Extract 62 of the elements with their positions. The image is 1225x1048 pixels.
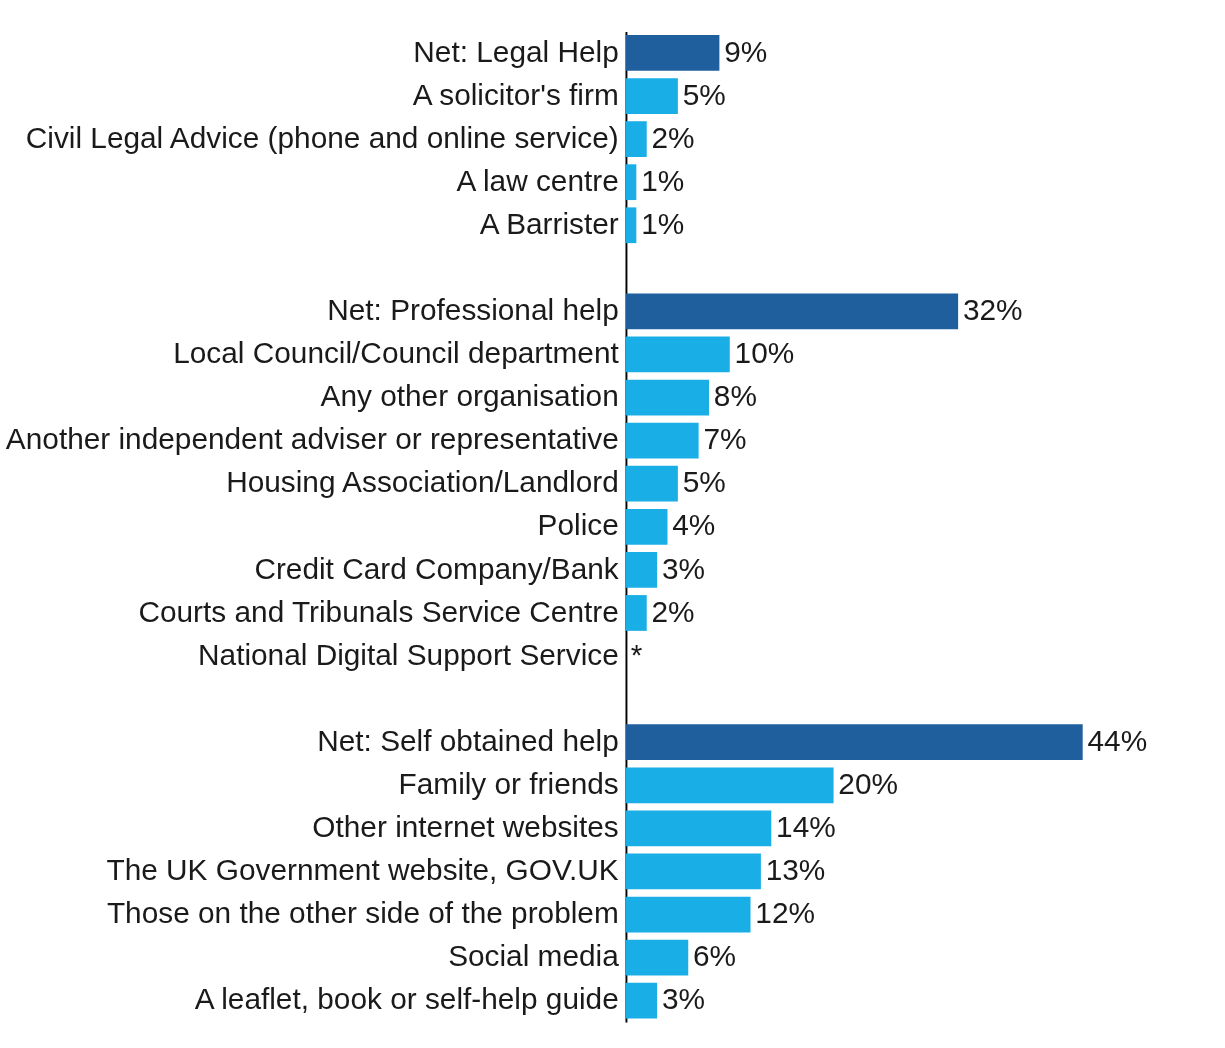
y-tick-label: A leaflet, book or self-help guide (194, 982, 619, 1016)
data-label: 10% (734, 336, 795, 370)
y-tick-label: A Barrister (479, 206, 619, 240)
bar (625, 595, 647, 631)
y-tick-label: Any other organisation (320, 379, 619, 413)
y-tick-label: Local Council/Council department (173, 336, 620, 370)
data-label: 20% (838, 766, 899, 800)
y-tick-label: Other internet websites (312, 810, 619, 844)
bar (625, 724, 1083, 761)
bar (625, 293, 959, 330)
data-label: 7% (703, 422, 747, 456)
bar (625, 939, 689, 976)
y-tick-label: Another independent adviser or representative (5, 422, 619, 456)
y-tick-label: Courts and Tribunals Service Centre (138, 594, 619, 628)
y-tick-label: National Digital Support Service (198, 637, 619, 671)
y-tick-label: Social media (448, 939, 620, 973)
bar (625, 336, 730, 373)
y-tick-label: Net: Professional help (327, 293, 619, 327)
bar (625, 35, 720, 71)
data-label: 12% (755, 896, 815, 930)
bar (625, 164, 637, 201)
bar (625, 508, 668, 545)
data-label: 9% (724, 34, 768, 68)
data-label: 8% (713, 379, 757, 413)
y-tick-label: Police (537, 508, 619, 542)
bar (625, 422, 699, 459)
data-label: 2% (651, 594, 695, 628)
y-tick-label: The UK Government website, GOV.UK (106, 853, 619, 887)
data-label: 1% (641, 206, 685, 240)
y-tick-label: Credit Card Company/Bank (254, 551, 619, 585)
data-label: 5% (682, 465, 726, 499)
y-tick-label: Civil Legal Advice (phone and online service) (25, 120, 619, 154)
y-tick-label: Net: Self obtained help (317, 723, 619, 757)
data-label: 1% (641, 163, 685, 197)
y-tick-label: Net: Legal Help (413, 34, 619, 68)
bar (625, 379, 709, 416)
bar (625, 121, 647, 157)
data-label: 3% (661, 982, 705, 1016)
text: * (630, 637, 643, 671)
data-label: 32% (962, 293, 1023, 327)
y-tick-label: A solicitor's firm (412, 77, 619, 111)
bar (625, 810, 772, 847)
bar (625, 896, 751, 933)
data-label: 5% (682, 77, 726, 111)
bar (625, 982, 658, 1019)
bar (625, 207, 637, 244)
y-tick-label: Those on the other side of the problem (106, 896, 619, 930)
y-tick-label: Family or friends (398, 766, 619, 800)
y-tick-label: A law centre (456, 163, 619, 197)
data-label: 6% (693, 939, 737, 973)
bar (625, 552, 658, 588)
y-tick-label: Housing Association/Landlord (226, 465, 619, 499)
bar (625, 78, 678, 114)
bar (625, 465, 678, 502)
data-label: 2% (651, 120, 695, 154)
bar (625, 767, 834, 804)
bar (625, 853, 761, 890)
data-label: 4% (672, 508, 716, 542)
data-label: 44% (1087, 723, 1148, 757)
data-label: 13% (765, 853, 826, 887)
data-label: 14% (776, 810, 836, 844)
data-label: 3% (661, 551, 705, 585)
